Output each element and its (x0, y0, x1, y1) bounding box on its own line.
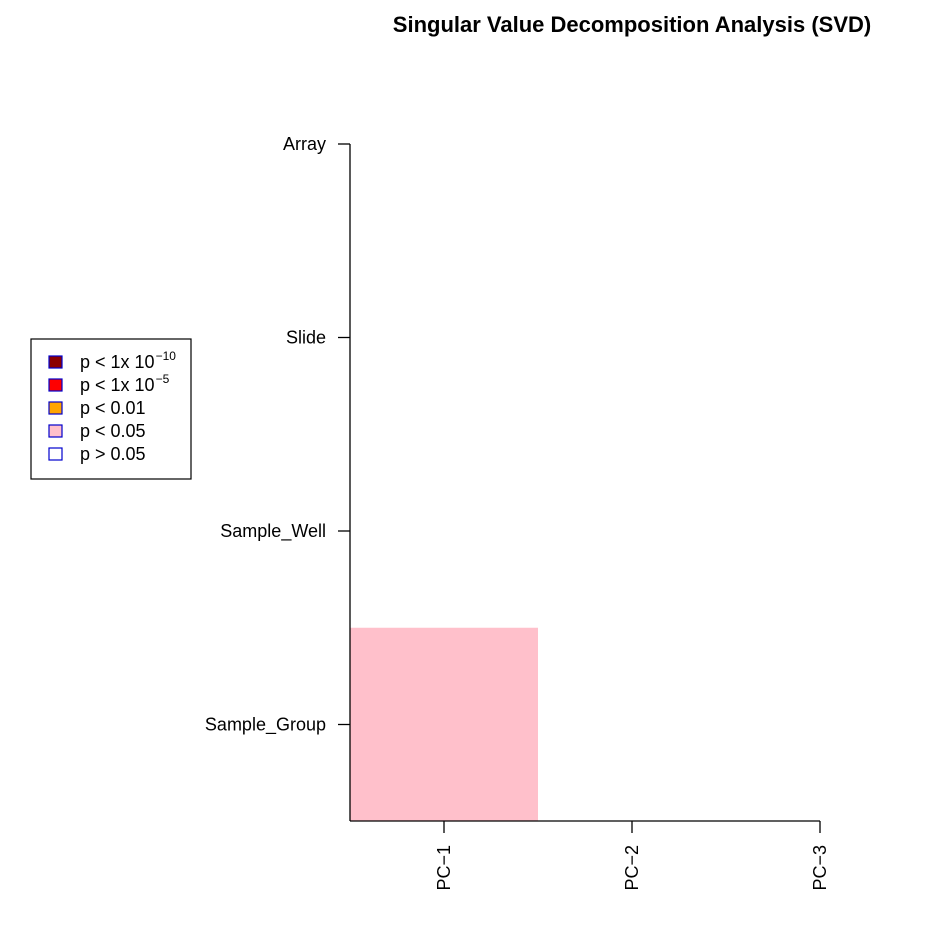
legend-swatch-2 (48, 378, 63, 392)
legend-swatch-3 (48, 401, 63, 415)
legend-swatch-5 (48, 447, 63, 461)
legend-swatch-1 (48, 355, 63, 369)
y-tick-label-2: Slide (286, 328, 326, 348)
y-tick-label-4: Sample_Group (205, 715, 326, 736)
x-tick-label-1: PC−1 (434, 845, 454, 891)
legend-label-1: p < 1x 10−10 (80, 349, 176, 372)
legend-label-3: p < 0.01 (80, 398, 146, 418)
x-tick-label-2: PC−2 (622, 845, 642, 891)
chart-title: Singular Value Decomposition Analysis (S… (393, 12, 871, 37)
heatmap-cell-1 (350, 627, 538, 822)
x-tick-label-3: PC−3 (810, 845, 830, 891)
legend-label-4: p < 0.05 (80, 421, 146, 441)
heatmap-cells (350, 627, 538, 822)
y-tick-label-3: Sample_Well (220, 521, 326, 542)
legend-swatch-4 (48, 424, 63, 438)
x-axis: PC−1 PC−2 PC−3 (350, 820, 830, 891)
y-axis: Array Slide Sample_Well Sample_Group (205, 134, 351, 821)
y-tick-label-1: Array (283, 134, 326, 154)
legend-label-2: p < 1x 10−5 (80, 372, 170, 395)
legend-label-5: p > 0.05 (80, 444, 146, 464)
legend: p < 1x 10−10p < 1x 10−5 p < 0.01 p < 0.05 p… (30, 338, 192, 480)
